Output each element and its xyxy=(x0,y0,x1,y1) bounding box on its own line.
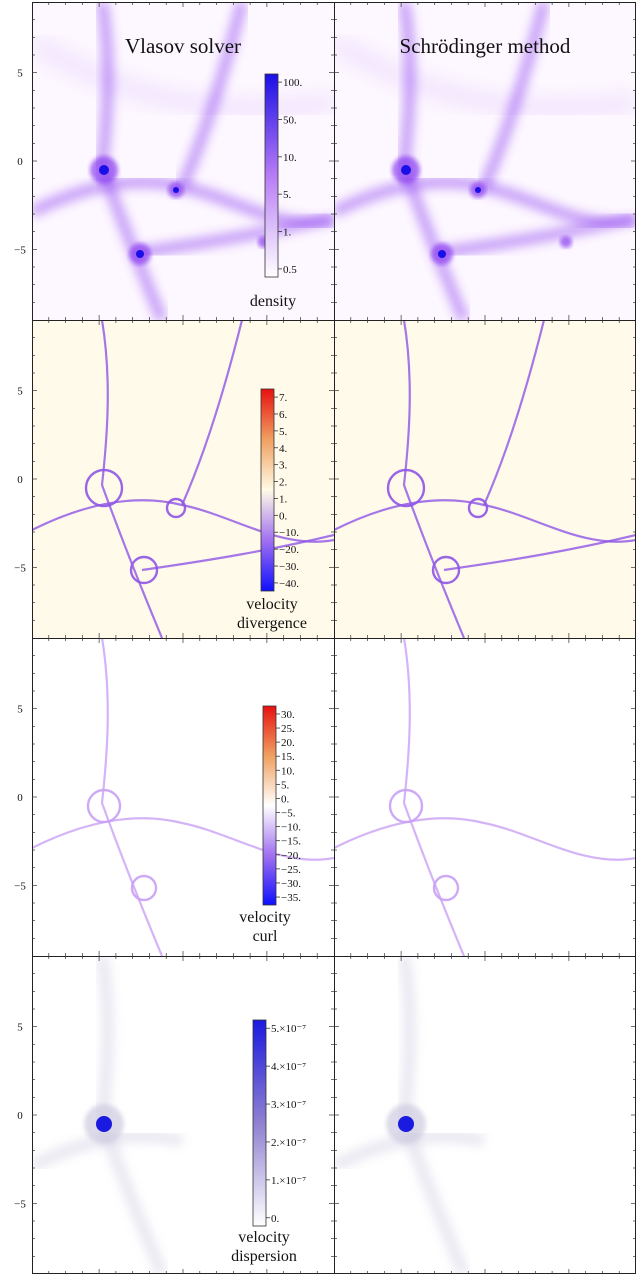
colorbar-tick-label: 20. xyxy=(281,737,295,749)
colorbar-tick-label: 100. xyxy=(283,77,303,89)
colorbar-label: velocity xyxy=(239,909,291,926)
colorbar-tick-label: 4.×10⁻⁷ xyxy=(271,1061,306,1073)
colorbar-label: curl xyxy=(253,928,278,945)
colorbar-tick-label: 0.5 xyxy=(283,264,297,276)
y-axis-tick-labels: 5 0 −5 5 0 −5 5 0 −5 5 0 −5 xyxy=(14,68,26,1211)
colorbar-tick-label: 5. xyxy=(283,189,292,201)
colorbar-tick-label: 10. xyxy=(281,765,295,777)
y-tick-label: −5 xyxy=(14,1198,26,1210)
colorbar-tick-label: −30. xyxy=(279,561,299,573)
colorbar-label: dispersion xyxy=(231,1248,297,1265)
panel-background xyxy=(32,956,334,1274)
y-tick-label: −5 xyxy=(14,880,26,892)
colorbar-tick-label: −10. xyxy=(281,822,301,834)
colorbar-tick-label: 0. xyxy=(281,793,290,805)
panel-curl-schrodinger xyxy=(334,638,636,956)
colorbar-tick-label: −15. xyxy=(281,836,301,848)
panel-background xyxy=(32,2,334,320)
row-density xyxy=(32,2,636,320)
colorbar-tick-label: −25. xyxy=(281,864,301,876)
colorbar-tick-label: −35. xyxy=(281,892,301,904)
y-tick-label: −5 xyxy=(14,562,26,574)
colorbar-tick-label: −30. xyxy=(281,878,301,890)
colorbar-gradient xyxy=(260,388,275,592)
y-tick-label: −5 xyxy=(14,244,26,256)
colorbar-tick-label: −40. xyxy=(279,578,299,590)
panel-density-schrodinger xyxy=(334,2,636,320)
panel-background xyxy=(334,320,636,638)
colorbar-tick-label: 5.×10⁻⁷ xyxy=(271,1023,306,1035)
colorbar-tick-label: 2.×10⁻⁷ xyxy=(271,1137,306,1149)
colorbar-gradient xyxy=(252,1019,267,1227)
title-schrodinger-method: Schrödinger method xyxy=(400,34,571,58)
colorbar-tick-label: 2. xyxy=(279,477,288,489)
colorbar-gradient xyxy=(262,705,277,906)
row-velocity-curl xyxy=(32,638,636,956)
panel-curl-vlasov xyxy=(32,638,334,956)
colorbar-tick-label: 7. xyxy=(279,392,288,404)
panel-background xyxy=(32,320,334,638)
colorbar-tick-label: 1. xyxy=(283,227,292,239)
panel-divergence-schrodinger xyxy=(334,320,636,638)
panel-dispersion-schrodinger xyxy=(334,956,636,1274)
colorbar-tick-label: 5. xyxy=(281,779,290,791)
colorbar-label: divergence xyxy=(237,615,307,632)
colorbar-label: density xyxy=(250,293,296,310)
colorbar-tick-label: 1. xyxy=(279,493,288,505)
title-vlasov-solver: Vlasov solver xyxy=(125,34,241,58)
colorbar-tick-label: −20. xyxy=(281,850,301,862)
colorbar-tick-label: 3.×10⁻⁷ xyxy=(271,1099,306,1111)
y-tick-label: 0 xyxy=(17,1110,23,1122)
colorbar-0: 100. 50. 10. 5. 1. 0.5 density xyxy=(250,73,303,310)
axis-ticks xyxy=(32,2,636,1274)
colorbar-tick-label: −20. xyxy=(279,544,299,556)
colorbar-tick-label: 4. xyxy=(279,443,288,455)
colorbar-tick-label: 6. xyxy=(279,409,288,421)
colorbar-tick-label: 0. xyxy=(271,1213,280,1225)
panel-background xyxy=(334,2,636,320)
y-tick-label: 5 xyxy=(17,386,23,398)
y-tick-label: 0 xyxy=(17,474,23,486)
colorbar-tick-label: 3. xyxy=(279,460,288,472)
colorbar-label: velocity xyxy=(246,596,298,613)
colorbar-tick-label: 30. xyxy=(281,709,295,721)
colorbar-tick-label: 25. xyxy=(281,723,295,735)
y-tick-label: 5 xyxy=(17,704,23,716)
colorbars: 100. 50. 10. 5. 1. 0.5 density 7. 6. 5. 4. 3. 2. 1. 0.… xyxy=(231,73,307,1265)
panel-background xyxy=(334,638,636,956)
colorbar-3: 5.×10⁻⁷ 4.×10⁻⁷ 3.×10⁻⁷ 2.×10⁻⁷ 1.×10⁻⁷ 0. vel… xyxy=(231,1019,306,1265)
y-tick-label: 0 xyxy=(17,792,23,804)
colorbar-tick-label: 5. xyxy=(279,426,288,438)
colorbar-tick-label: 0. xyxy=(279,510,288,522)
panel-dispersion-vlasov xyxy=(32,956,334,1274)
colorbar-tick-label: −10. xyxy=(279,527,299,539)
colorbar-tick-label: 15. xyxy=(281,751,295,763)
colorbar-tick-label: 1.×10⁻⁷ xyxy=(271,1175,306,1187)
colorbar-2: 30. 25. 20. 15. 10. 5. 0. −5. −10. −15. −20. −25. −3… xyxy=(239,705,301,945)
colorbar-tick-label: 10. xyxy=(283,152,297,164)
y-tick-label: 0 xyxy=(17,156,23,168)
colorbar-1: 7. 6. 5. 4. 3. 2. 1. 0. −10. −20. −30. −40. velocity… xyxy=(237,388,307,632)
y-tick-label: 5 xyxy=(17,1022,23,1034)
panel-divergence-vlasov xyxy=(32,320,334,638)
colorbar-label: velocity xyxy=(238,1229,290,1246)
panel-density-vlasov xyxy=(32,2,334,320)
colorbar-gradient xyxy=(264,73,279,278)
row-velocity-dispersion xyxy=(32,956,636,1274)
row-velocity-divergence xyxy=(32,320,636,638)
panel-background xyxy=(334,956,636,1274)
y-tick-label: 5 xyxy=(17,68,23,80)
panel-background xyxy=(32,638,334,956)
colorbar-tick-label: 50. xyxy=(283,114,297,126)
colorbar-tick-label: −5. xyxy=(281,808,296,820)
